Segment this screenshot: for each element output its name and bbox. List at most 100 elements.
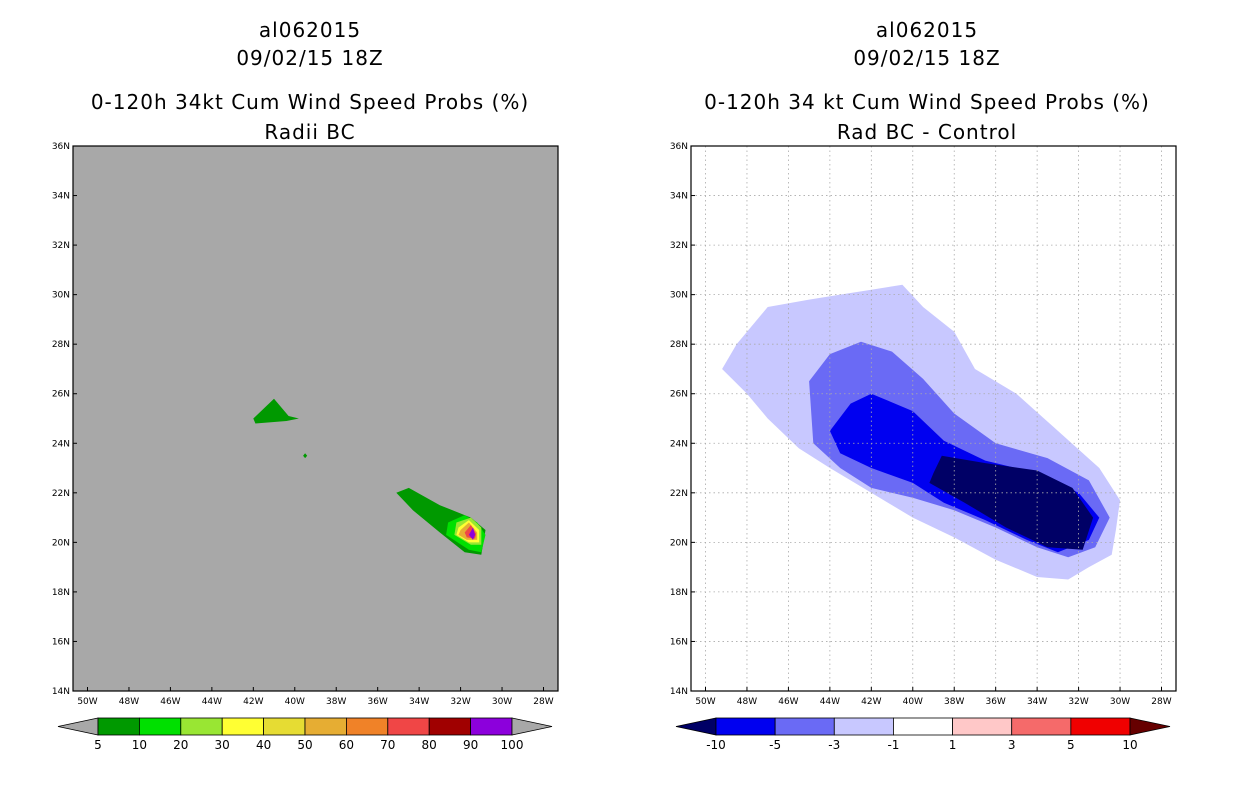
- lon-tick-label: 34W: [1027, 697, 1047, 707]
- colorbar-swatch: [138, 717, 182, 736]
- colorbar-under-arrow: [57, 717, 99, 736]
- colorbar-swatch: [893, 717, 953, 736]
- lon-tick-label: 42W: [243, 697, 263, 707]
- contour-region-90-100: [468, 527, 476, 540]
- lat-tick-label: 28N: [670, 340, 688, 350]
- lat-tick-label: 36N: [52, 142, 70, 152]
- colorbar-label: 1: [949, 738, 957, 752]
- colorbar-swatch: [1070, 717, 1131, 736]
- lon-tick-label: 32W: [1068, 697, 1088, 707]
- colorbar-label: -5: [769, 738, 781, 752]
- lat-tick-label: 24N: [670, 439, 688, 449]
- left-id-line: al062015: [258, 18, 362, 42]
- colorbar-label: 5: [94, 738, 102, 752]
- colorbar-label: 3: [1008, 738, 1016, 752]
- plot-frame: [72, 145, 559, 692]
- panel-0: 50W 48W 46W 44W 42W 40W 38W 36W 34W 32W 30W 28W 14N 1…: [52, 142, 559, 752]
- colorbar-swatch: [345, 717, 389, 736]
- lat-tick-label: 32N: [52, 241, 70, 251]
- lat-tick-label: 36N: [670, 142, 688, 152]
- colorbar-swatch: [833, 717, 894, 736]
- lon-tick-label: 38W: [944, 697, 964, 707]
- colorbar-label: 20: [173, 738, 188, 752]
- lon-tick-label: 50W: [77, 697, 97, 707]
- colorbar-label: 70: [380, 738, 395, 752]
- colorbar-over-arrow: [1129, 717, 1171, 736]
- colorbar-swatch: [774, 717, 835, 736]
- lat-tick-label: 14N: [52, 687, 70, 697]
- left-chart-title: 0-120h 34kt Cum Wind Speed Probs (%): [90, 90, 530, 114]
- lat-tick-label: 26N: [52, 390, 70, 400]
- colorbar-label: 40: [256, 738, 271, 752]
- colorbar-label: -3: [828, 738, 840, 752]
- lat-tick-label: 18N: [52, 588, 70, 598]
- colorbar-label: 80: [422, 738, 437, 752]
- colorbar-label: 50: [297, 738, 312, 752]
- lon-tick-label: 34W: [409, 697, 429, 707]
- left-date-line: 09/02/15 18Z: [236, 46, 384, 70]
- lat-tick-label: 34N: [670, 192, 688, 202]
- colorbar-swatch: [97, 717, 140, 736]
- lon-tick-label: 46W: [160, 697, 180, 707]
- colorbar-label: 10: [1122, 738, 1137, 752]
- lon-tick-label: 28W: [533, 697, 553, 707]
- lon-tick-label: 36W: [367, 697, 387, 707]
- lat-tick-label: 16N: [670, 637, 688, 647]
- lat-tick-label: 20N: [670, 538, 688, 548]
- left-chart-subtitle: Radii BC: [264, 120, 356, 144]
- right-chart-title: 0-120h 34 kt Cum Wind Speed Probs (%): [704, 90, 1150, 114]
- lon-tick-label: 44W: [202, 697, 222, 707]
- contour-region-< -10: [929, 455, 1094, 550]
- lon-tick-label: 48W: [737, 697, 757, 707]
- lat-tick-label: 18N: [670, 588, 688, 598]
- colorbar-swatch: [470, 717, 513, 736]
- colorbar-under-arrow: [675, 717, 717, 736]
- lat-tick-label: 34N: [52, 192, 70, 202]
- colorbar-swatch: [180, 717, 223, 736]
- lat-tick-label: 30N: [670, 291, 688, 301]
- colorbar-swatch: [952, 717, 1013, 736]
- colorbar-swatch: [304, 717, 347, 736]
- colorbar-label: 5: [1067, 738, 1075, 752]
- lon-tick-label: 44W: [820, 697, 840, 707]
- colorbar-swatch: [221, 717, 264, 736]
- colorbar-swatch: [1011, 717, 1072, 736]
- lat-tick-label: 20N: [52, 538, 70, 548]
- panel-1: 50W 48W 46W 44W 42W 40W 38W 36W 34W 32W 30W 28W 14N 1…: [670, 142, 1177, 752]
- lat-tick-label: 28N: [52, 340, 70, 350]
- right-id-line: al062015: [875, 18, 979, 42]
- lat-tick-label: 24N: [52, 439, 70, 449]
- lat-tick-label: 32N: [670, 241, 688, 251]
- lat-tick-label: 26N: [670, 390, 688, 400]
- colorbar-swatch: [387, 717, 430, 736]
- colorbar-label: -1: [887, 738, 899, 752]
- colorbar-label: -10: [706, 738, 726, 752]
- plot-frame: [690, 145, 1177, 692]
- contour-region-5-10: [253, 398, 299, 424]
- lat-tick-label: 22N: [670, 489, 688, 499]
- lon-tick-label: 36W: [985, 697, 1005, 707]
- right-date-line: 09/02/15 18Z: [853, 46, 1001, 70]
- colorbar-label: 60: [339, 738, 354, 752]
- lat-tick-label: 22N: [52, 489, 70, 499]
- lon-tick-label: 32W: [450, 697, 470, 707]
- colorbar-label: 100: [501, 738, 524, 752]
- lat-tick-label: 16N: [52, 637, 70, 647]
- lon-tick-label: 50W: [695, 697, 715, 707]
- lat-tick-label: 14N: [670, 687, 688, 697]
- lon-tick-label: 38W: [326, 697, 346, 707]
- lon-tick-label: 42W: [861, 697, 881, 707]
- colorbar-label: 30: [215, 738, 230, 752]
- colorbar-swatch: [428, 717, 472, 736]
- colorbar: -10 -5 -3 -1 1 3 5 10: [675, 717, 1171, 752]
- lat-tick-label: 30N: [52, 291, 70, 301]
- lon-tick-label: 30W: [1110, 697, 1130, 707]
- colorbar-swatch: [715, 717, 776, 736]
- colorbar-over-arrow: [511, 717, 553, 736]
- plot-area: [73, 146, 558, 691]
- lon-tick-label: 40W: [903, 697, 923, 707]
- colorbar: 5 10 20 30 40 50 60 70 80 90 100: [57, 717, 553, 752]
- contour-region-5-10: [303, 453, 308, 459]
- lon-tick-label: 28W: [1151, 697, 1171, 707]
